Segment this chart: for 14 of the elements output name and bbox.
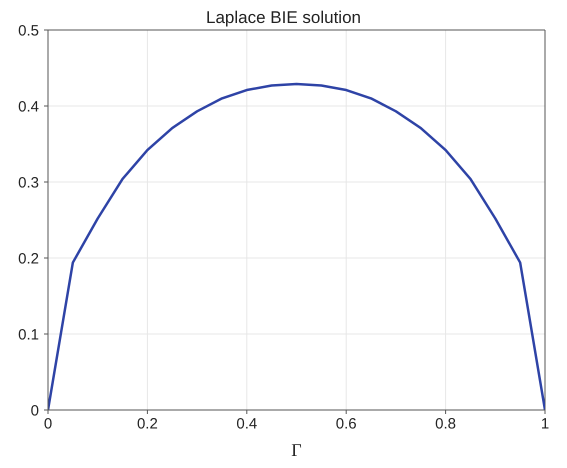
x-tick-label: 0 <box>44 416 52 433</box>
x-tick-label: 0.8 <box>435 416 456 433</box>
x-axis-title: Γ <box>291 440 302 460</box>
y-tick-label: 0.1 <box>18 326 39 344</box>
y-tick-label: 0.4 <box>18 98 39 116</box>
y-tick-label: 0 <box>30 402 39 420</box>
x-tick-label: 0.6 <box>336 416 357 433</box>
x-tick-label: 0.2 <box>136 416 158 433</box>
y-tick-label: 0.3 <box>18 174 39 192</box>
y-tick-label: 0.5 <box>18 22 39 40</box>
chart-title: Laplace BIE solution <box>206 8 361 27</box>
y-tick-label: 0.2 <box>18 250 39 268</box>
x-tick-label: 0.4 <box>236 416 258 433</box>
x-tick-label: 1 <box>540 416 550 433</box>
